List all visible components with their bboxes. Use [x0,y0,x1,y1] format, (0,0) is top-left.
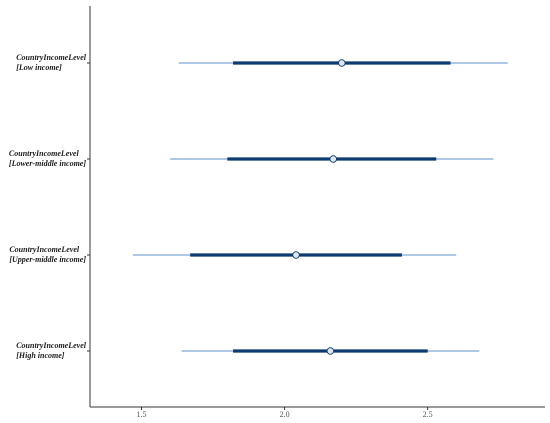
category-label-line1: CountryIncomeLevel [16,53,86,62]
y-tick-label: CountryIncomeLevel [Lower-middle income] [9,149,86,169]
point-estimate [326,347,335,355]
x-tick-label: 1.5 [137,410,147,419]
category-label-line2: [Lower-middle income] [8,159,86,168]
category-label-line1: CountryIncomeLevel [16,341,86,350]
axes: 1.5 2.0 2.5 [87,6,545,419]
chart-marks [132,59,508,355]
point-estimate [292,251,300,259]
y-tick-label: CountryIncomeLevel [High income] [16,341,86,361]
category-label-line2: [Low income] [16,63,62,72]
y-tick-label: CountryIncomeLevel [Upper-middle income] [9,245,86,265]
y-tick-label: CountryIncomeLevel [Low income] [16,53,86,73]
x-tick-label: 2.0 [280,410,290,419]
point-estimate [329,155,337,163]
x-tick-label: 2.5 [423,410,433,419]
category-label-line1: CountryIncomeLevel [8,149,79,158]
category-label-line2: [Upper-middle income] [9,255,86,264]
category-label-line2: [High income] [16,351,65,360]
category-label-line1: CountryIncomeLevel [9,245,80,254]
point-estimate [338,59,346,67]
